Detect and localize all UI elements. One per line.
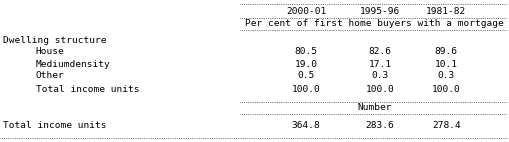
Text: 283.6: 283.6 bbox=[365, 122, 393, 130]
Text: 278.4: 278.4 bbox=[431, 122, 460, 130]
Text: Total income units: Total income units bbox=[3, 122, 106, 130]
Text: 89.6: 89.6 bbox=[434, 48, 457, 57]
Text: 364.8: 364.8 bbox=[291, 122, 320, 130]
Text: Total income units: Total income units bbox=[36, 84, 139, 93]
Text: 1981-82: 1981-82 bbox=[426, 7, 465, 15]
Text: 0.5: 0.5 bbox=[297, 72, 314, 81]
Text: Per cent of first home buyers with a mortgage: Per cent of first home buyers with a mor… bbox=[245, 19, 503, 29]
Text: Mediumdensity: Mediumdensity bbox=[36, 59, 110, 68]
Text: 100.0: 100.0 bbox=[291, 84, 320, 93]
Text: Other: Other bbox=[36, 72, 64, 81]
Text: 0.3: 0.3 bbox=[437, 72, 454, 81]
Text: 100.0: 100.0 bbox=[431, 84, 460, 93]
Text: 19.0: 19.0 bbox=[294, 59, 317, 68]
Text: 10.1: 10.1 bbox=[434, 59, 457, 68]
Text: Dwelling structure: Dwelling structure bbox=[3, 36, 106, 44]
Text: 0.3: 0.3 bbox=[371, 72, 388, 81]
Text: 1995-96: 1995-96 bbox=[359, 7, 399, 15]
Text: Number: Number bbox=[357, 104, 391, 112]
Text: 100.0: 100.0 bbox=[365, 84, 393, 93]
Text: 2000-01: 2000-01 bbox=[286, 7, 325, 15]
Text: House: House bbox=[36, 48, 64, 57]
Text: 17.1: 17.1 bbox=[367, 59, 391, 68]
Text: 82.6: 82.6 bbox=[367, 48, 391, 57]
Text: 80.5: 80.5 bbox=[294, 48, 317, 57]
